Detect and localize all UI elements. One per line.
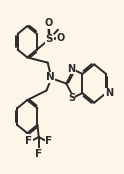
Text: N: N xyxy=(67,64,75,74)
Text: N: N xyxy=(105,88,113,98)
Text: F: F xyxy=(35,149,42,159)
Text: O: O xyxy=(45,18,53,29)
Text: F: F xyxy=(25,136,32,146)
Text: S: S xyxy=(68,93,75,103)
Text: N: N xyxy=(46,72,54,82)
Text: F: F xyxy=(46,136,53,146)
Text: O: O xyxy=(56,33,64,43)
Text: S: S xyxy=(46,34,53,44)
